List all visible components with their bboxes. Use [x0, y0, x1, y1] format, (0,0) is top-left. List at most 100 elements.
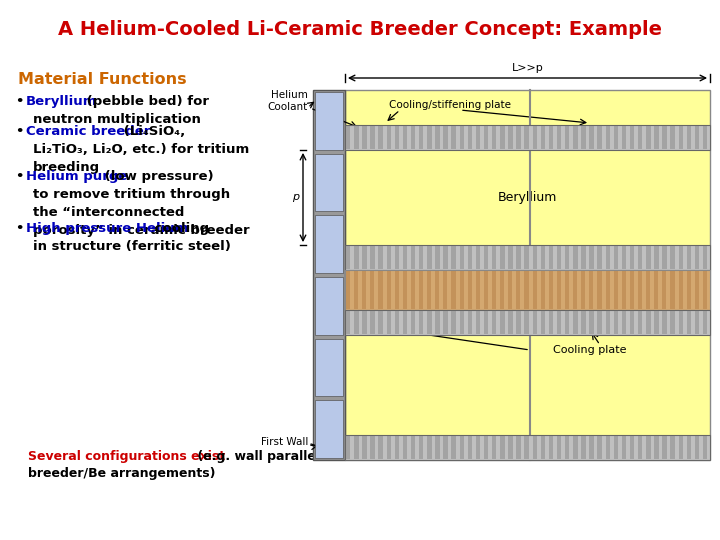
Bar — [646, 311, 651, 334]
Bar — [678, 436, 683, 459]
Bar — [500, 246, 505, 269]
Bar — [468, 436, 472, 459]
Bar — [541, 246, 545, 269]
Bar — [315, 277, 343, 335]
Bar — [395, 311, 399, 334]
Bar — [524, 271, 528, 309]
Bar — [411, 311, 415, 334]
Bar — [451, 246, 456, 269]
Text: breeder/Be arrangements): breeder/Be arrangements) — [28, 467, 215, 480]
Bar — [468, 311, 472, 334]
Bar — [395, 436, 399, 459]
Bar — [695, 436, 699, 459]
Text: •: • — [15, 222, 23, 235]
Bar — [345, 245, 710, 270]
Bar — [524, 126, 529, 149]
Bar — [427, 126, 431, 149]
Bar — [678, 271, 683, 309]
Bar — [459, 436, 464, 459]
Text: (pebble bed) for: (pebble bed) for — [82, 95, 209, 108]
Text: Beryllium: Beryllium — [498, 191, 557, 204]
Bar — [662, 271, 667, 309]
Bar — [395, 126, 399, 149]
Bar — [565, 246, 570, 269]
Bar — [492, 271, 496, 309]
Bar — [695, 271, 699, 309]
Bar — [492, 126, 497, 149]
Bar — [387, 436, 391, 459]
Bar — [345, 90, 710, 460]
Bar — [444, 311, 448, 334]
Bar — [346, 126, 351, 149]
Bar — [533, 271, 536, 309]
Text: L>>p: L>>p — [512, 63, 544, 73]
Bar — [379, 126, 383, 149]
Bar — [362, 436, 366, 459]
Bar — [379, 436, 383, 459]
Bar — [573, 436, 577, 459]
Bar — [606, 246, 610, 269]
Bar — [451, 436, 456, 459]
Bar — [387, 271, 391, 309]
Text: to remove tritium through: to remove tritium through — [33, 188, 230, 201]
Bar — [646, 126, 651, 149]
Bar — [557, 311, 562, 334]
Bar — [687, 271, 690, 309]
Bar — [703, 246, 707, 269]
Bar — [687, 311, 691, 334]
Bar — [606, 271, 610, 309]
Bar — [516, 271, 521, 309]
Bar — [346, 246, 351, 269]
Bar — [484, 126, 488, 149]
Bar — [516, 311, 521, 334]
Text: High pressure Helium: High pressure Helium — [26, 222, 189, 235]
Bar — [654, 436, 659, 459]
Bar — [613, 311, 618, 334]
Bar — [444, 271, 447, 309]
Bar — [598, 126, 602, 149]
Text: porosity” in ceramic breeder: porosity” in ceramic breeder — [33, 224, 250, 237]
Bar — [703, 436, 707, 459]
Bar — [654, 311, 659, 334]
Bar — [573, 271, 577, 309]
Text: Cooling plate: Cooling plate — [553, 345, 626, 355]
Text: Helium purge: Helium purge — [26, 170, 127, 183]
Bar — [484, 311, 488, 334]
Bar — [590, 126, 594, 149]
Bar — [476, 246, 480, 269]
Bar — [370, 246, 375, 269]
Text: First Wall: First Wall — [261, 437, 308, 447]
Bar — [354, 246, 359, 269]
Bar — [451, 311, 456, 334]
Bar — [541, 436, 545, 459]
Bar — [402, 126, 408, 149]
Bar — [346, 311, 351, 334]
Bar — [678, 126, 683, 149]
Bar — [613, 271, 618, 309]
Bar — [606, 311, 610, 334]
Bar — [476, 126, 480, 149]
Bar — [622, 311, 626, 334]
Bar — [468, 271, 472, 309]
Bar — [533, 246, 537, 269]
Bar — [492, 311, 497, 334]
Bar — [654, 246, 659, 269]
Text: Several configurations exist: Several configurations exist — [28, 450, 225, 463]
Bar — [370, 126, 375, 149]
Bar — [402, 246, 408, 269]
Text: Cooling/stiffening plate: Cooling/stiffening plate — [389, 100, 511, 110]
Bar — [557, 436, 562, 459]
Bar — [411, 436, 415, 459]
Bar — [533, 311, 537, 334]
Bar — [444, 436, 448, 459]
Bar — [565, 436, 570, 459]
Bar — [444, 246, 448, 269]
Bar — [613, 126, 618, 149]
Bar — [354, 126, 359, 149]
Bar — [590, 311, 594, 334]
Bar — [435, 126, 440, 149]
Text: •: • — [15, 170, 23, 183]
Text: Helium: Helium — [271, 90, 308, 100]
Bar — [541, 271, 545, 309]
Bar — [524, 436, 529, 459]
